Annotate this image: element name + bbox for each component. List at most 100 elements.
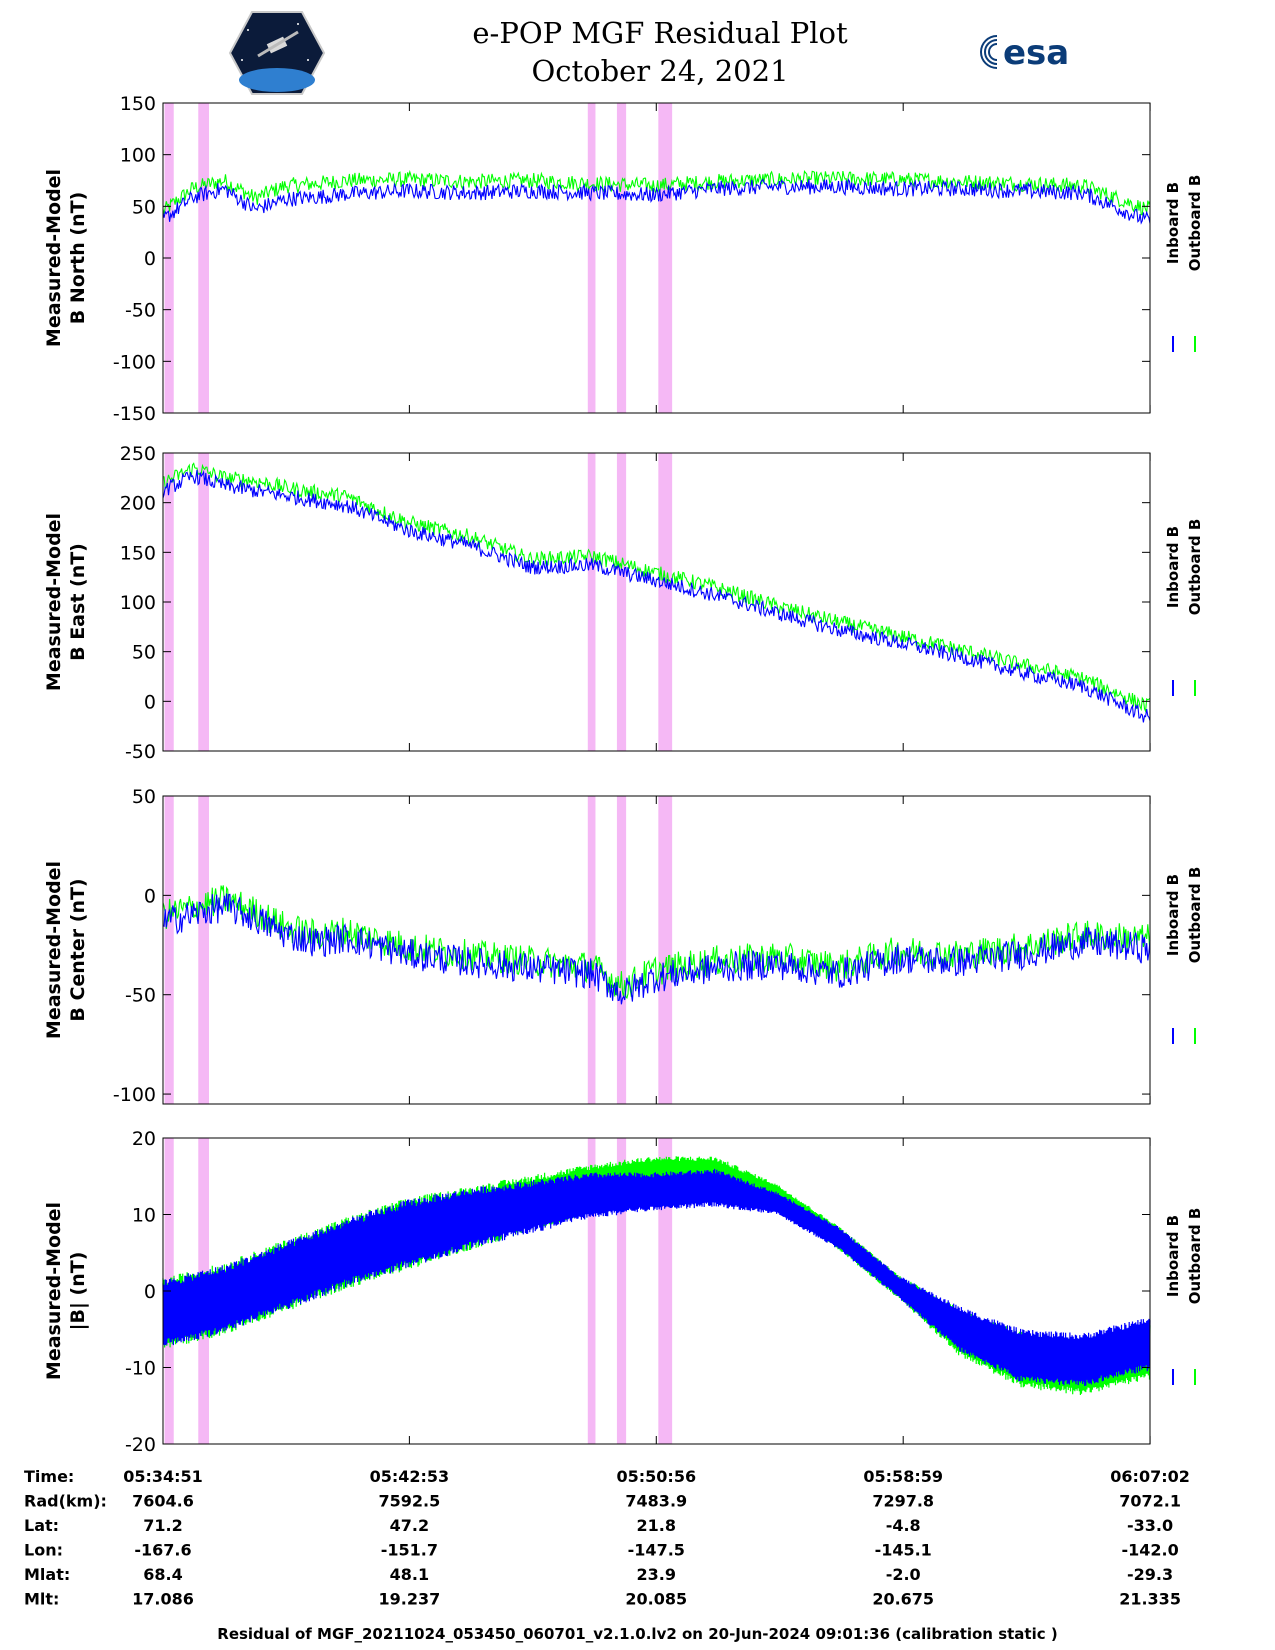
- shaded-interval-3: [587, 796, 596, 1104]
- ephemeris-row-label: Mlt:: [24, 1590, 59, 1609]
- ephemeris-value: 7297.8: [872, 1492, 934, 1511]
- legend-label: Inboard B: [1164, 182, 1182, 264]
- series-inboard-line: [162, 893, 1151, 1005]
- ephemeris-value: 20.675: [872, 1590, 934, 1609]
- y-tick-label: -150: [113, 403, 156, 425]
- ephemeris-value: -142.0: [1121, 1541, 1178, 1560]
- shaded-interval-4: [616, 796, 627, 1104]
- y-axis-label: Measured-Model: [43, 169, 65, 347]
- shaded-interval-4: [616, 103, 627, 413]
- ephemeris-row-label: Lat:: [24, 1516, 59, 1535]
- plot-frame: [162, 102, 1151, 414]
- shaded-interval-2: [198, 103, 210, 413]
- ephemeris-row-label: Mlat:: [24, 1565, 70, 1584]
- shaded-interval-5: [658, 1138, 673, 1444]
- shaded-interval-5: [658, 103, 673, 413]
- ephemeris-value: 68.4: [143, 1565, 182, 1584]
- panel-4: -20 -10 0 10 20 Measured-Model |B| (nT) Inboard…: [43, 1128, 1204, 1456]
- legend-label: Inboard B: [1164, 1215, 1182, 1297]
- y-tick-label: 50: [132, 196, 156, 218]
- y-tick-label: 20: [132, 1128, 156, 1150]
- ephemeris-value: 21.335: [1119, 1590, 1181, 1609]
- shaded-interval-3: [587, 453, 596, 751]
- plot-frame: [162, 452, 1151, 752]
- y-tick-label: -50: [125, 741, 156, 763]
- shaded-interval-1: [164, 796, 174, 1104]
- y-tick-label: 150: [120, 93, 156, 115]
- y-tick-label: 0: [144, 248, 156, 270]
- y-tick-label: -50: [125, 985, 156, 1007]
- y-tick-label: -50: [125, 300, 156, 322]
- ephemeris-value: 05:34:51: [123, 1467, 203, 1486]
- y-tick-label: -20: [125, 1434, 156, 1456]
- ephemeris-value: 7072.1: [1119, 1492, 1181, 1511]
- ephemeris-value: -29.3: [1127, 1565, 1173, 1584]
- legend-label: Outboard B: [1186, 519, 1204, 616]
- panel-2: -50 0 50 100 150 200 250 Measured-Model B East (…: [43, 443, 1204, 763]
- y-tick-label: 10: [132, 1205, 156, 1227]
- ephemeris-value: 19.237: [379, 1590, 441, 1609]
- shaded-interval-2: [198, 796, 210, 1104]
- y-tick-label: 150: [120, 542, 156, 564]
- ephemeris-value: 7604.6: [132, 1492, 194, 1511]
- series-inboard-line: [162, 177, 1151, 225]
- y-tick-label: 100: [120, 145, 156, 167]
- y-tick-label: 200: [120, 493, 156, 515]
- ephemeris-value: 06:07:02: [1110, 1467, 1190, 1486]
- shaded-interval-4: [616, 1138, 627, 1444]
- ephemeris-value: -4.8: [886, 1516, 921, 1535]
- legend-label: Inboard B: [1164, 526, 1182, 608]
- y-axis-label: Measured-Model: [43, 1202, 65, 1380]
- shaded-interval-5: [658, 453, 673, 751]
- esa-logo-text: esa: [1003, 33, 1069, 73]
- legend-label: Inboard B: [1164, 874, 1182, 956]
- series-inboard-line: [162, 1168, 1151, 1387]
- y-tick-label: 0: [144, 885, 156, 907]
- y-tick-label: -100: [113, 1084, 156, 1106]
- shaded-interval-3: [587, 103, 596, 413]
- esa-logo-icon: esa: [980, 33, 1069, 73]
- mission-badge-icon: [228, 11, 326, 95]
- y-tick-label: 50: [132, 642, 156, 664]
- ephemeris-value: 23.9: [637, 1565, 676, 1584]
- footer-caption: Residual of MGF_20211024_053450_060701_v…: [217, 1625, 1058, 1643]
- y-tick-label: -100: [113, 351, 156, 373]
- ephemeris-value: -33.0: [1127, 1516, 1173, 1535]
- ephemeris-value: 20.085: [625, 1590, 687, 1609]
- panel-1: -150 -100 -50 0 50 100 150 Measured-Model B Nort…: [43, 93, 1204, 425]
- ephemeris-value: 05:58:59: [863, 1467, 943, 1486]
- ephemeris-value: 7592.5: [379, 1492, 441, 1511]
- panel-3: -100 -50 0 50 Measured-Model B Center (nT) Inb…: [43, 786, 1204, 1106]
- ephemeris-row-label: Rad(km):: [24, 1492, 107, 1511]
- shaded-interval-4: [616, 453, 627, 751]
- ephemeris-value: 17.086: [132, 1590, 194, 1609]
- ephemeris-value: 48.1: [390, 1565, 429, 1584]
- chart-date: October 24, 2021: [531, 54, 789, 88]
- shaded-interval-5: [658, 796, 673, 1104]
- legend-label: Outboard B: [1186, 175, 1204, 272]
- legend-label: Outboard B: [1186, 1208, 1204, 1305]
- ephemeris-row-label: Lon:: [24, 1541, 63, 1560]
- y-tick-label: -10: [125, 1358, 156, 1380]
- ephemeris-value: -147.5: [628, 1541, 685, 1560]
- ephemeris-value: 7483.9: [625, 1492, 687, 1511]
- y-tick-label: 0: [144, 1281, 156, 1303]
- legend-label: Outboard B: [1186, 867, 1204, 964]
- ephemeris-value: 47.2: [390, 1516, 429, 1535]
- ephemeris-value: 71.2: [143, 1516, 182, 1535]
- y-axis-label: Measured-Model: [43, 513, 65, 691]
- y-axis-label: Measured-Model: [43, 861, 65, 1039]
- shaded-interval-2: [198, 453, 210, 751]
- ephemeris-value: 05:50:56: [616, 1467, 696, 1486]
- y-axis-label: B East (nT): [67, 543, 89, 661]
- y-tick-label: 0: [144, 691, 156, 713]
- shaded-interval-3: [587, 1138, 596, 1444]
- y-tick-label: 50: [132, 786, 156, 808]
- ephemeris-row-label: Time:: [24, 1467, 74, 1486]
- ephemeris-value: -2.0: [886, 1565, 921, 1584]
- ephemeris-value: 21.8: [637, 1516, 676, 1535]
- y-tick-label: 100: [120, 592, 156, 614]
- series-inboard-line: [162, 469, 1151, 723]
- y-tick-label: 250: [120, 443, 156, 465]
